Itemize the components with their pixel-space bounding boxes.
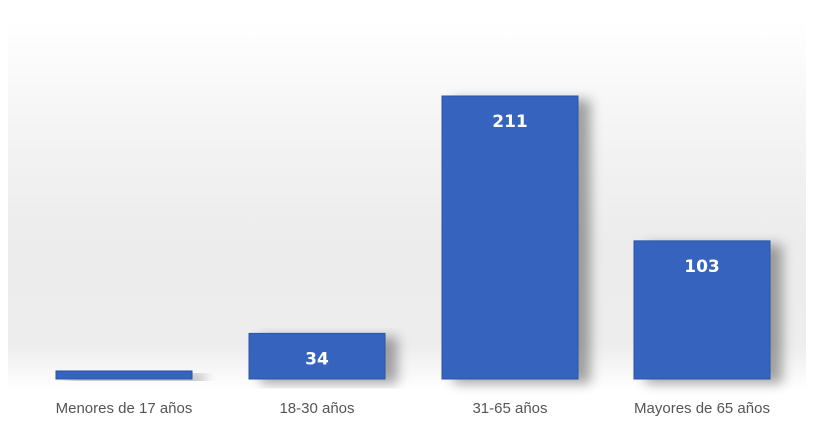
category-label-2: 31-65 años [472, 400, 547, 417]
bar-1 [248, 332, 386, 380]
bar-2 [441, 95, 579, 380]
bar-3 [633, 240, 771, 380]
bar-value-label-3: 103 [684, 257, 720, 277]
category-labels: Menores de 17 años 18-30 años 31-65 años Ma… [56, 400, 770, 417]
category-label-1: 18-30 años [279, 400, 354, 417]
bar-0 [55, 370, 193, 380]
bar-value-label-1: 34 [305, 349, 329, 369]
bar-value-label-2: 211 [492, 112, 528, 132]
bars-layer: 34 211 103 [55, 95, 771, 380]
category-label-0: Menores de 17 años [56, 400, 193, 417]
category-label-3: Mayores de 65 años [634, 400, 770, 417]
